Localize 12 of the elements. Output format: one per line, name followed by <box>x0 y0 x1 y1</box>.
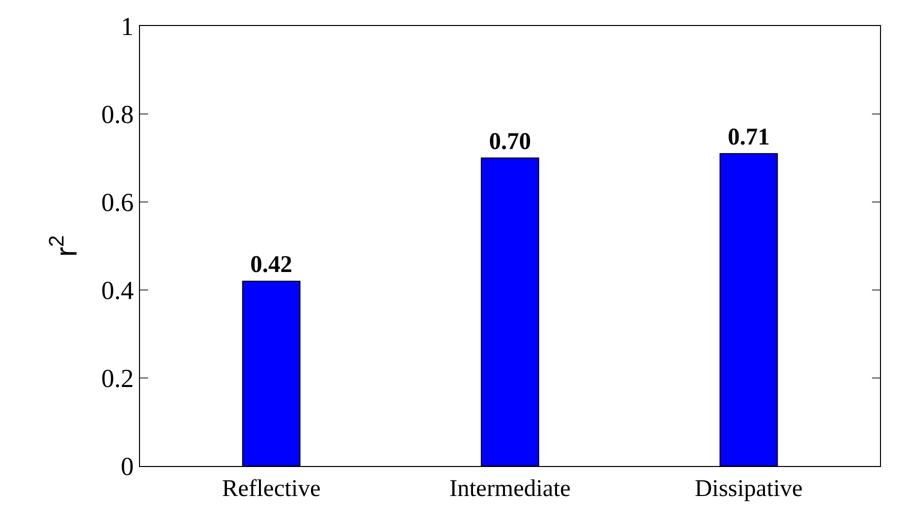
y-tick-label: 0.2 <box>101 364 134 394</box>
x-tick-label: Intermediate <box>449 476 571 502</box>
y-tick-label: 0 <box>120 452 134 482</box>
y-tick-label: 0.8 <box>101 100 134 130</box>
y-tick-label: 0.4 <box>101 276 134 306</box>
y-tick-label: 0.6 <box>101 188 134 218</box>
data-label: 0.71 <box>728 124 770 151</box>
x-tick-label: Reflective <box>222 476 321 502</box>
y-tick-label: 1 <box>120 12 134 42</box>
x-tick-label: Dissipative <box>694 476 803 502</box>
data-label: 0.70 <box>489 129 531 155</box>
data-label: 0.42 <box>250 252 292 278</box>
